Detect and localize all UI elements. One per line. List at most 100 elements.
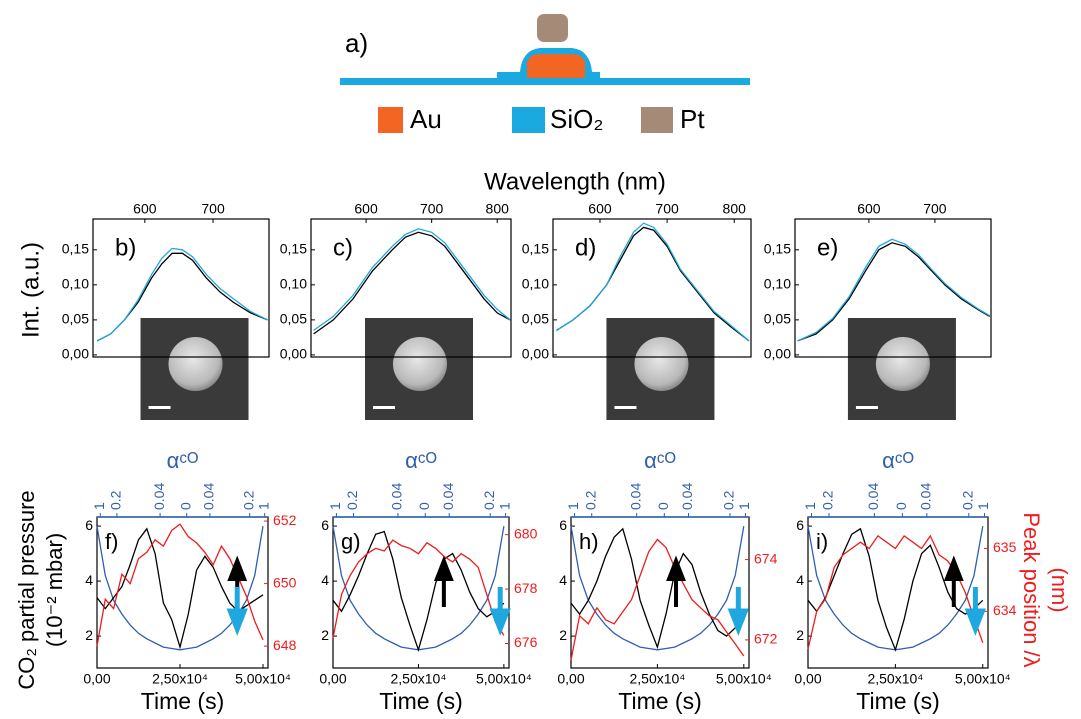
x2-tick-label: 0.2 xyxy=(582,490,598,510)
y-tick-label: 0,10 xyxy=(280,276,307,292)
y-tick-label: 2 xyxy=(85,627,93,643)
x-tick-label: 700 xyxy=(201,201,225,217)
y-tick-label: 0,10 xyxy=(62,276,89,292)
y2-tick-label: 678 xyxy=(514,580,538,596)
plot-frame xyxy=(552,218,752,358)
x-tick-label: 2,50x10⁴ xyxy=(629,671,685,687)
x-tick-label: 5,00x10⁴ xyxy=(955,671,1011,687)
y-tick-label: 6 xyxy=(796,517,804,533)
x-tick-label: 800 xyxy=(723,201,747,217)
x2-tick-label: 0 xyxy=(177,502,193,510)
x2-tick-label: 1 xyxy=(975,502,991,510)
data-line xyxy=(797,238,991,342)
data-line xyxy=(797,242,991,342)
x2-tick-label: 0.04 xyxy=(151,483,167,510)
panel-label: c) xyxy=(333,234,353,261)
plot-frame xyxy=(92,218,270,358)
data-line xyxy=(570,538,745,661)
annotation-arrow xyxy=(489,587,511,636)
y2-tick-label: 676 xyxy=(514,634,538,650)
panel-label: i) xyxy=(816,529,828,554)
plot-frame xyxy=(310,218,512,358)
y2-axis-title: (nm) xyxy=(1047,567,1072,612)
x2-axis-title: αᶜᴼ xyxy=(167,448,199,473)
x2-axis-title: αᶜᴼ xyxy=(882,448,914,473)
x-tick-label: 5,00x10⁴ xyxy=(235,671,291,687)
x2-tick-label: 0.04 xyxy=(918,483,934,510)
x2-tick-label: 0.2 xyxy=(959,490,975,510)
x2-tick-label: 0.04 xyxy=(627,483,643,510)
x2-tick-label: 1 xyxy=(736,502,752,510)
x-tick-label: 600 xyxy=(588,201,612,217)
data-line xyxy=(807,525,984,651)
x2-tick-label: 1 xyxy=(496,502,512,510)
y-tick-label: 0,15 xyxy=(62,241,89,257)
x-tick-label: 2,50x10⁴ xyxy=(152,671,208,687)
annotation-arrow xyxy=(964,587,987,636)
y-tick-label: 4 xyxy=(796,572,804,588)
panel-label: b) xyxy=(115,234,136,261)
panel-label: g) xyxy=(341,529,361,554)
y-tick-label: 4 xyxy=(85,572,93,588)
y2-tick-label: 635 xyxy=(993,539,1017,555)
y-tick-label: 0,05 xyxy=(280,311,307,327)
data-line xyxy=(807,527,984,652)
x-tick-label: 2,50x10⁴ xyxy=(867,671,923,687)
panel-label: f) xyxy=(105,529,118,554)
data-line xyxy=(313,231,511,335)
x2-tick-label: 0.2 xyxy=(721,490,737,510)
plot-frame xyxy=(794,218,992,358)
y-axis-title: (10⁻² mbar) xyxy=(42,533,67,647)
scale-bar xyxy=(614,406,637,409)
y-tick-label: 4 xyxy=(321,572,329,588)
pt-particle xyxy=(537,14,568,42)
data-line xyxy=(556,222,750,342)
x2-tick-label: 0.2 xyxy=(108,490,124,510)
x-tick-label: 600 xyxy=(133,201,157,217)
x2-tick-label: 1 xyxy=(91,502,107,510)
x2-tick-label: 0.04 xyxy=(679,483,695,510)
sem-particle xyxy=(634,337,689,391)
y-tick-label: 0,00 xyxy=(522,346,549,362)
annotation-arrow xyxy=(727,587,749,636)
y-tick-label: 2 xyxy=(321,627,329,643)
x2-tick-label: 0.2 xyxy=(481,490,497,510)
y-tick-label: 0,15 xyxy=(280,241,307,257)
y2-tick-label: 652 xyxy=(273,512,297,528)
legend-swatch xyxy=(512,107,545,133)
x2-tick-label: 1 xyxy=(802,502,818,510)
data-line xyxy=(332,539,505,639)
annotation-arrow xyxy=(433,555,454,607)
y2-axis-title: Peak position /λ xyxy=(1019,512,1044,667)
y-axis-title: Int. (a.u.) xyxy=(17,242,44,338)
y-tick-label: 0,15 xyxy=(764,241,791,257)
x-tick-label: 700 xyxy=(655,201,679,217)
data-line xyxy=(570,527,745,650)
x2-tick-label: 0.2 xyxy=(820,490,836,510)
legend-label: SiO₂ xyxy=(550,104,603,134)
y-tick-label: 6 xyxy=(321,517,329,533)
y-tick-label: 0,10 xyxy=(522,276,549,292)
sem-particle xyxy=(875,337,930,391)
x-axis-title: Time (s) xyxy=(856,688,939,714)
y-tick-label: 4 xyxy=(559,572,567,588)
x-tick-label: 0,00 xyxy=(83,671,110,687)
data-line xyxy=(807,534,984,650)
panel-label: d) xyxy=(575,234,596,261)
sem-particle xyxy=(168,337,223,391)
x-tick-label: 700 xyxy=(420,201,444,217)
y-tick-label: 0,05 xyxy=(62,311,89,327)
x2-tick-label: 0.04 xyxy=(201,483,217,510)
y-tick-label: 0,00 xyxy=(764,346,791,362)
legend-label: Pt xyxy=(680,104,705,134)
data-line xyxy=(96,247,268,342)
plot-frame xyxy=(807,516,989,669)
y-axis-title: CO₂ partial pressure xyxy=(14,490,39,689)
x2-tick-label: 0.2 xyxy=(240,490,256,510)
x2-tick-label: 0 xyxy=(416,502,432,510)
data-line xyxy=(332,530,505,652)
y-tick-label: 0,00 xyxy=(62,346,89,362)
x-axis-title: Time (s) xyxy=(379,688,462,714)
annotation-arrow xyxy=(666,555,686,607)
y-tick-label: 6 xyxy=(85,517,93,533)
